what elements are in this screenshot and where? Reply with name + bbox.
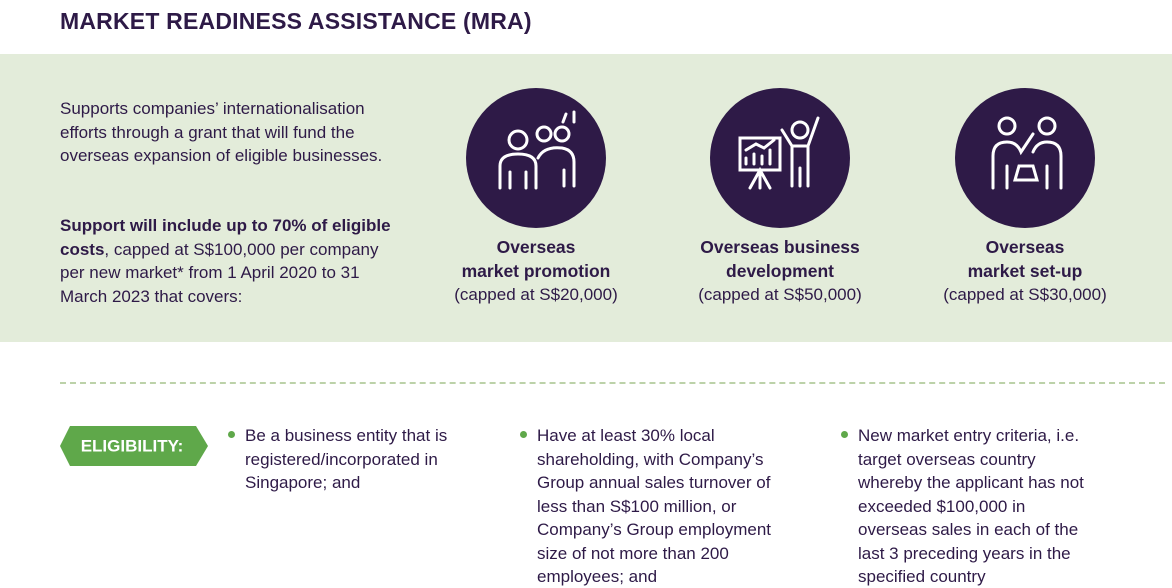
card-cap: (capped at S$20,000) [454,285,618,304]
title-line: market set-up [967,260,1083,281]
support-bold: Support will include up to 70% of eligib… [60,216,391,259]
card-title: Overseas business development [660,236,900,283]
title-line: Overseas [985,237,1065,257]
bullet: New market entry criteria, i.e. target o… [841,424,1098,588]
icon [991,116,1063,190]
card-title: Overseas market set-up [905,236,1145,283]
title-line: Overseas [496,237,576,257]
bullet: Be a business entity that is registered/… [228,424,485,495]
support-rest: , capped at S$100,000 per company per ne… [60,239,379,306]
title-line: Overseas business [700,237,860,257]
intro-text: Supports companies’ internationalisation… [60,99,383,165]
icon [738,116,820,190]
card-title: Overseas market promotion [416,236,656,283]
icon [498,110,576,190]
card-cap: (capped at S$30,000) [943,285,1107,304]
card: Overseas market set-up (capped at S$30,00… [905,88,1145,307]
eligibility-badge: ELIGIBILITY: [60,426,208,466]
card: Overseas market promotion (capped at S$20… [416,88,656,307]
title-line: market promotion [461,260,611,281]
badge-shape [60,426,208,466]
title: MARKET READINESS ASSISTANCE (MRA) [60,8,532,34]
title-line: development [726,260,834,281]
support-text: Support will include up to 70% of eligib… [60,214,405,308]
divider [60,382,1165,384]
card: Overseas business development (capped at … [660,88,900,307]
bullet: Have at least 30% local shareholding, wi… [520,424,805,588]
icon-circle [955,88,1095,228]
icon-circle [466,88,606,228]
card-cap: (capped at S$50,000) [698,285,862,304]
badge-label: ELIGIBILITY: [81,436,184,455]
icon-circle [710,88,850,228]
